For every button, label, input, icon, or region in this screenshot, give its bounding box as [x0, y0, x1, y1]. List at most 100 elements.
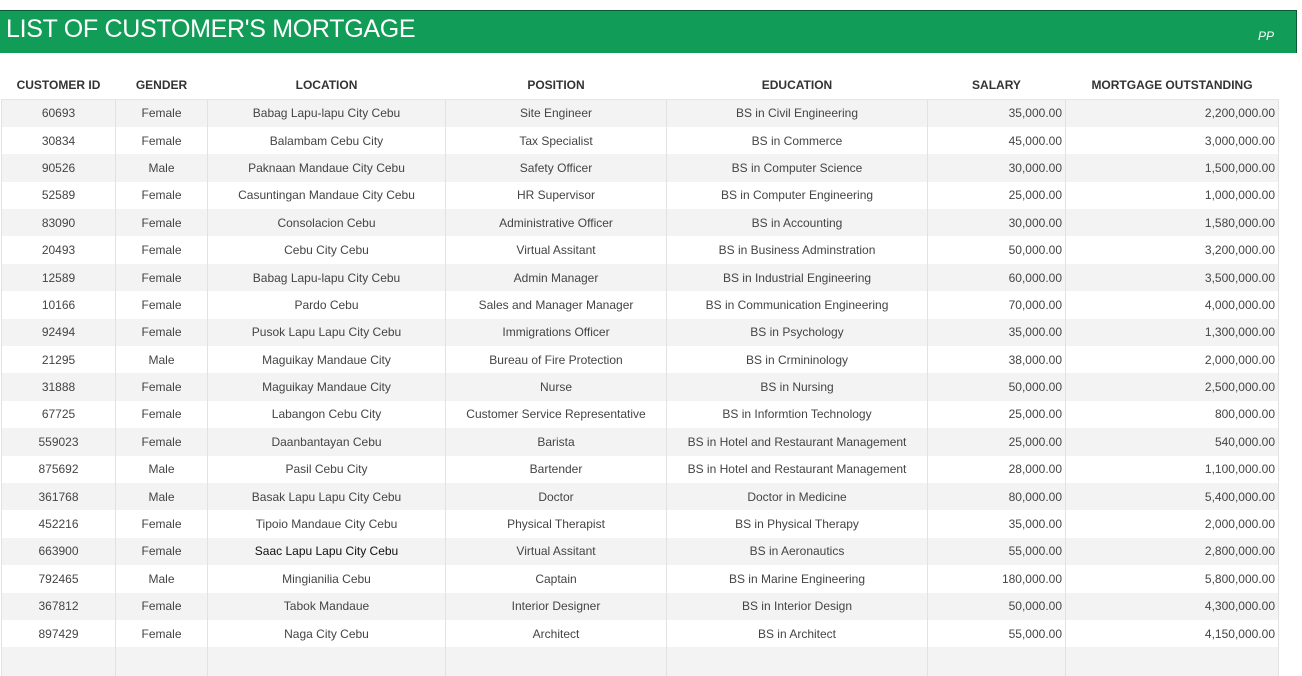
cell-salary[interactable]: 55,000.00 [927, 619, 1066, 648]
cell-position[interactable]: Tax Specialist [445, 126, 667, 155]
cell-location[interactable]: Tipoio Mandaue City Cebu [207, 510, 446, 538]
cell-education[interactable]: BS in Civil Engineering [666, 99, 928, 127]
cell-gender[interactable]: Male [115, 482, 208, 511]
cell-gender[interactable]: Male [115, 455, 208, 483]
cell-mortgage-outstanding[interactable]: 3,200,000.00 [1065, 236, 1279, 264]
cell-location[interactable]: Casuntingan Mandaue City Cebu [207, 181, 446, 210]
cell-location[interactable]: Consolacion Cebu [207, 209, 446, 237]
cell-mortgage-outstanding[interactable]: 4,000,000.00 [1065, 291, 1279, 319]
empty-cell[interactable] [1, 647, 116, 676]
cell-location[interactable]: Labangon Cebu City [207, 400, 446, 429]
cell-location[interactable]: Balambam Cebu City [207, 126, 446, 155]
cell-salary[interactable]: 35,000.00 [927, 318, 1066, 347]
cell-customer-id[interactable]: 83090 [1, 209, 116, 237]
cell-mortgage-outstanding[interactable]: 2,800,000.00 [1065, 537, 1279, 566]
cell-mortgage-outstanding[interactable]: 2,000,000.00 [1065, 346, 1279, 374]
cell-location[interactable]: Maguikay Mandaue City [207, 373, 446, 401]
empty-cell[interactable] [927, 647, 1066, 676]
cell-mortgage-outstanding[interactable]: 5,400,000.00 [1065, 482, 1279, 511]
cell-education[interactable]: BS in Nursing [666, 373, 928, 401]
cell-mortgage-outstanding[interactable]: 2,000,000.00 [1065, 510, 1279, 538]
cell-location[interactable]: Pasil Cebu City [207, 455, 446, 483]
cell-gender[interactable]: Male [115, 346, 208, 374]
cell-gender[interactable]: Female [115, 619, 208, 648]
cell-mortgage-outstanding[interactable]: 2,200,000.00 [1065, 99, 1279, 127]
cell-location[interactable]: Daanbantayan Cebu [207, 428, 446, 456]
cell-salary[interactable]: 55,000.00 [927, 537, 1066, 566]
cell-customer-id[interactable]: 60693 [1, 99, 116, 127]
cell-education[interactable]: BS in Physical Therapy [666, 510, 928, 538]
cell-position[interactable]: Immigrations Officer [445, 318, 667, 347]
cell-position[interactable]: Doctor [445, 482, 667, 511]
cell-gender[interactable]: Female [115, 318, 208, 347]
cell-customer-id[interactable]: 875692 [1, 455, 116, 483]
cell-salary[interactable]: 28,000.00 [927, 455, 1066, 483]
cell-mortgage-outstanding[interactable]: 1,500,000.00 [1065, 154, 1279, 182]
cell-salary[interactable]: 25,000.00 [927, 428, 1066, 456]
cell-position[interactable]: Sales and Manager Manager [445, 291, 667, 319]
cell-location[interactable]: Tabok Mandaue [207, 592, 446, 620]
cell-position[interactable]: Safety Officer [445, 154, 667, 182]
cell-mortgage-outstanding[interactable]: 800,000.00 [1065, 400, 1279, 429]
cell-customer-id[interactable]: 361768 [1, 482, 116, 511]
cell-education[interactable]: BS in Architect [666, 619, 928, 648]
cell-mortgage-outstanding[interactable]: 1,580,000.00 [1065, 209, 1279, 237]
cell-position[interactable]: Customer Service Representative [445, 400, 667, 429]
cell-mortgage-outstanding[interactable]: 3,500,000.00 [1065, 263, 1279, 292]
cell-customer-id[interactable]: 52589 [1, 181, 116, 210]
cell-salary[interactable]: 180,000.00 [927, 565, 1066, 593]
cell-education[interactable]: BS in Informtion Technology [666, 400, 928, 429]
cell-position[interactable]: HR Supervisor [445, 181, 667, 210]
cell-position[interactable]: Barista [445, 428, 667, 456]
cell-salary[interactable]: 30,000.00 [927, 154, 1066, 182]
cell-position[interactable]: Interior Designer [445, 592, 667, 620]
cell-location[interactable]: Paknaan Mandaue City Cebu [207, 154, 446, 182]
empty-cell[interactable] [445, 647, 667, 676]
cell-location[interactable]: Cebu City Cebu [207, 236, 446, 264]
cell-salary[interactable]: 80,000.00 [927, 482, 1066, 511]
cell-mortgage-outstanding[interactable]: 1,100,000.00 [1065, 455, 1279, 483]
cell-position[interactable]: Architect [445, 619, 667, 648]
cell-mortgage-outstanding[interactable]: 1,000,000.00 [1065, 181, 1279, 210]
cell-position[interactable]: Site Engineer [445, 99, 667, 127]
empty-cell[interactable] [207, 647, 446, 676]
cell-education[interactable]: BS in Psychology [666, 318, 928, 347]
cell-customer-id[interactable]: 30834 [1, 126, 116, 155]
cell-mortgage-outstanding[interactable]: 4,300,000.00 [1065, 592, 1279, 620]
cell-education[interactable]: BS in Computer Science [666, 154, 928, 182]
cell-mortgage-outstanding[interactable]: 3,000,000.00 [1065, 126, 1279, 155]
empty-cell[interactable] [666, 647, 928, 676]
cell-salary[interactable]: 35,000.00 [927, 99, 1066, 127]
cell-customer-id[interactable]: 663900 [1, 537, 116, 566]
cell-position[interactable]: Physical Therapist [445, 510, 667, 538]
cell-mortgage-outstanding[interactable]: 1,300,000.00 [1065, 318, 1279, 347]
cell-salary[interactable]: 50,000.00 [927, 373, 1066, 401]
cell-mortgage-outstanding[interactable]: 5,800,000.00 [1065, 565, 1279, 593]
cell-gender[interactable]: Female [115, 236, 208, 264]
cell-gender[interactable]: Female [115, 209, 208, 237]
cell-education[interactable]: BS in Business Adminstration [666, 236, 928, 264]
cell-location[interactable]: Pardo Cebu [207, 291, 446, 319]
cell-location[interactable]: Pusok Lapu Lapu City Cebu [207, 318, 446, 347]
cell-salary[interactable]: 25,000.00 [927, 181, 1066, 210]
empty-cell[interactable] [115, 647, 208, 676]
cell-education[interactable]: BS in Accounting [666, 209, 928, 237]
cell-location[interactable]: Basak Lapu Lapu City Cebu [207, 482, 446, 511]
cell-customer-id[interactable]: 792465 [1, 565, 116, 593]
cell-gender[interactable]: Female [115, 428, 208, 456]
cell-gender[interactable]: Female [115, 592, 208, 620]
cell-salary[interactable]: 70,000.00 [927, 291, 1066, 319]
cell-gender[interactable]: Female [115, 291, 208, 319]
cell-salary[interactable]: 35,000.00 [927, 510, 1066, 538]
cell-education[interactable]: BS in Interior Design [666, 592, 928, 620]
cell-salary[interactable]: 60,000.00 [927, 263, 1066, 292]
cell-customer-id[interactable]: 367812 [1, 592, 116, 620]
cell-education[interactable]: BS in Marine Engineering [666, 565, 928, 593]
cell-education[interactable]: BS in Industrial Engineering [666, 263, 928, 292]
cell-education[interactable]: BS in Communication Engineering [666, 291, 928, 319]
cell-position[interactable]: Nurse [445, 373, 667, 401]
cell-position[interactable]: Bartender [445, 455, 667, 483]
cell-position[interactable]: Virtual Assitant [445, 236, 667, 264]
cell-mortgage-outstanding[interactable]: 4,150,000.00 [1065, 619, 1279, 648]
cell-customer-id[interactable]: 12589 [1, 263, 116, 292]
